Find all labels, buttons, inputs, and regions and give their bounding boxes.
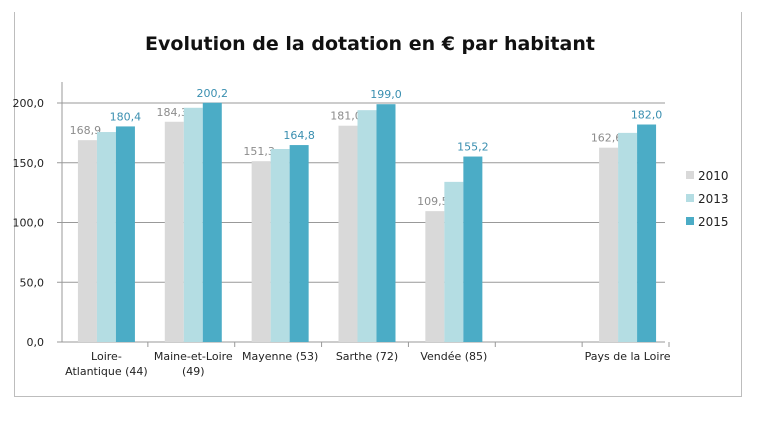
x-tick-label: Mayenne (53) [242, 350, 318, 363]
x-tick-label: Sarthe (72) [336, 350, 398, 363]
y-tick-label: 150,0 [13, 157, 45, 170]
bar-2010 [251, 161, 271, 342]
bar-2013 [618, 132, 638, 342]
bar-2015 [637, 124, 657, 342]
data-label-2015: 199,0 [370, 88, 402, 101]
bar-2015 [115, 126, 135, 342]
chart-frame [14, 12, 742, 397]
legend-label-2010: 2010 [698, 169, 729, 183]
bar-2015 [463, 156, 483, 342]
x-tick-label: Vendée (85) [420, 350, 487, 363]
bar-2010 [425, 211, 445, 342]
data-label-2010: 151,3 [243, 145, 275, 158]
legend-swatch-2015 [686, 217, 694, 225]
data-label-2015: 182,0 [631, 109, 663, 122]
x-tick-label: Maine-et-Loire [154, 350, 233, 363]
bar-2010 [77, 140, 97, 342]
bar-2013 [357, 110, 377, 342]
data-label-2015: 180,4 [110, 110, 142, 123]
bar-2010 [164, 121, 184, 342]
data-label-2010: 181,0 [330, 110, 362, 123]
bar-2013 [96, 132, 116, 342]
x-tick-label: (49) [182, 365, 205, 378]
data-label-2015: 155,2 [457, 141, 489, 154]
bar-2013 [444, 181, 464, 342]
bar-2015 [376, 104, 396, 342]
y-tick-label: 0,0 [27, 336, 45, 349]
bar-2015 [289, 145, 309, 342]
legend-label-2015: 2015 [698, 215, 729, 229]
bar-2015 [202, 102, 222, 342]
legend-label-2013: 2013 [698, 192, 729, 206]
bar-2010 [599, 147, 619, 342]
bar-2013 [183, 107, 203, 342]
data-label-2015: 164,8 [283, 129, 315, 142]
data-label-2010: 168,9 [70, 124, 102, 137]
data-label-2010: 162,6 [591, 132, 623, 145]
x-tick-label: Atlantique (44) [65, 365, 148, 378]
y-tick-label: 50,0 [20, 276, 45, 289]
bar-2010 [338, 125, 358, 342]
legend-swatch-2013 [686, 194, 694, 202]
x-tick-label: Loire- [91, 350, 122, 363]
y-tick-label: 200,0 [13, 97, 45, 110]
data-label-2010: 184,3 [157, 106, 189, 119]
data-label-2010: 109,5 [417, 195, 449, 208]
y-tick-label: 100,0 [13, 217, 45, 230]
chart-title: Evolution de la dotation en € par habita… [145, 33, 595, 55]
bar-2013 [270, 149, 290, 342]
legend-swatch-2010 [686, 171, 694, 179]
x-tick-label: Pays de la Loire [585, 350, 671, 363]
data-label-2015: 200,2 [197, 87, 229, 100]
